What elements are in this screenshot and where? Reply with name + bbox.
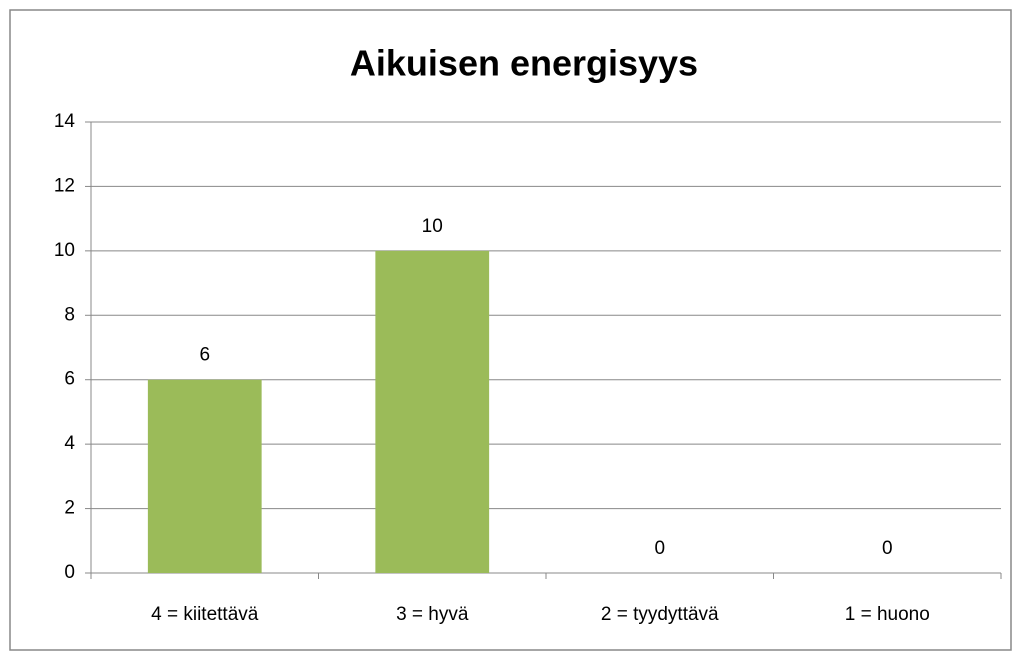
data-label: 6 [199, 345, 210, 366]
y-tick-label: 8 [64, 304, 75, 325]
data-label: 10 [422, 216, 443, 237]
y-tick-label: 2 [64, 498, 75, 519]
data-label: 0 [882, 538, 893, 559]
x-tick-label: 3 = hyvä [396, 604, 469, 625]
bar [147, 379, 262, 573]
y-tick-label: 10 [54, 240, 75, 261]
y-tick-label: 4 [64, 433, 75, 454]
data-label: 0 [654, 538, 665, 559]
y-tick-label: 12 [54, 175, 75, 196]
chart-title: Aikuisen energisyys [350, 43, 698, 84]
y-tick-label: 0 [64, 562, 75, 583]
x-tick-label: 4 = kiitettävä [151, 604, 259, 625]
x-tick-label: 2 = tyydyttävä [601, 604, 719, 625]
y-tick-label: 14 [54, 111, 76, 132]
x-tick-label: 1 = huono [845, 604, 930, 625]
bar [375, 250, 490, 573]
y-tick-label: 6 [64, 369, 75, 390]
